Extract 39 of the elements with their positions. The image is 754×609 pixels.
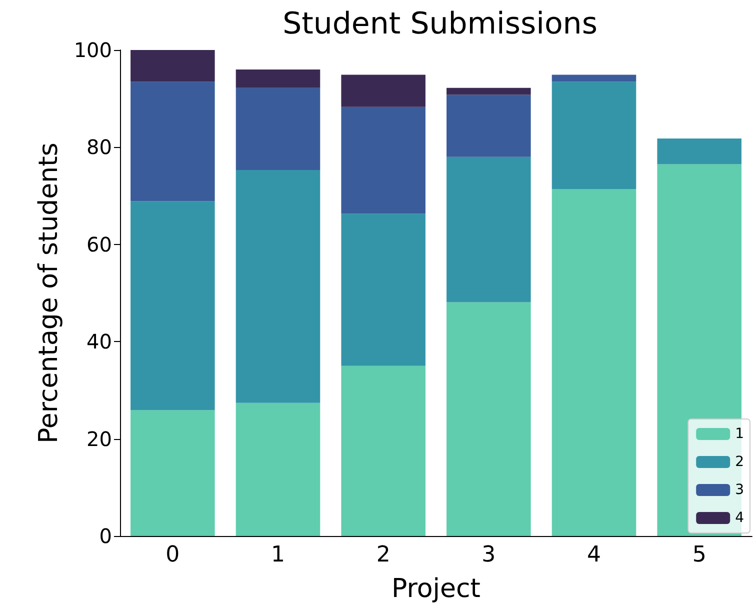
bar [552,188,636,536]
bar [341,74,426,107]
y-tick-label: 80 [86,135,112,160]
bar [341,214,426,366]
legend-label: 1 [735,426,744,442]
x-tick-label: 4 [587,542,601,568]
legend-label: 3 [735,482,744,498]
x-tick-label: 5 [692,542,706,568]
bar [657,138,742,164]
bar [341,106,426,214]
bar [236,170,320,403]
x-tick-label: 2 [376,542,390,568]
y-tick-label: 20 [86,426,112,451]
bar [236,69,320,88]
bar [341,366,426,536]
y-tick-label: 40 [86,330,112,354]
x-tick-label: 0 [166,542,180,568]
x-tick-label: 3 [482,542,496,568]
y-tick-label: 60 [86,232,112,256]
legend-label: 4 [735,510,744,526]
x-axis-title: Project [392,574,480,604]
bar [552,74,636,82]
bar [446,94,531,157]
bar [552,82,636,189]
y-tick-label: 0 [99,524,112,548]
chart-title: Student Submissions [282,6,598,42]
bar [446,156,531,302]
x-tick-label: 1 [271,542,285,568]
bar [130,82,215,202]
bar [236,402,320,536]
bar [446,88,531,95]
bar [130,201,215,410]
y-axis-title: Percentage of students [34,142,64,444]
bar [130,410,215,536]
bar [236,88,320,170]
y-tick-label: 100 [74,38,112,62]
bar [446,302,531,536]
bar [130,50,215,82]
legend-label: 2 [735,454,744,470]
